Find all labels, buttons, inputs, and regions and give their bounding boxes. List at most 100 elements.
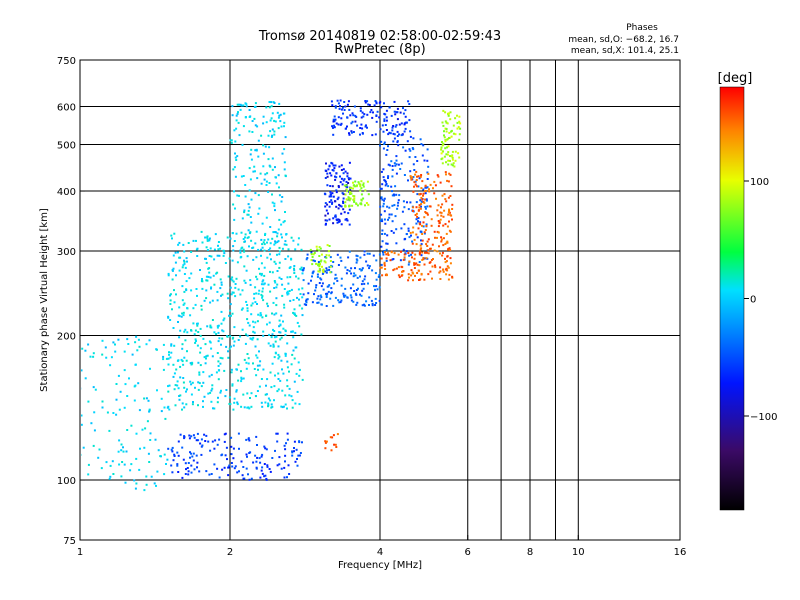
echo-point bbox=[234, 465, 237, 468]
echo-point bbox=[269, 270, 271, 273]
echo-point bbox=[235, 232, 238, 235]
echo-point bbox=[118, 439, 121, 442]
echo-point bbox=[402, 112, 405, 115]
echo-point bbox=[335, 218, 338, 221]
echo-point bbox=[294, 346, 297, 349]
echo-point bbox=[139, 447, 141, 450]
echo-point bbox=[150, 475, 153, 478]
echo-point bbox=[241, 217, 244, 220]
echo-point bbox=[420, 174, 423, 176]
echo-point bbox=[298, 304, 301, 307]
echo-point bbox=[398, 276, 401, 279]
echo-point bbox=[346, 103, 349, 106]
echo-point bbox=[239, 103, 242, 106]
echo-point bbox=[450, 130, 453, 133]
echo-point bbox=[346, 186, 349, 189]
echo-point bbox=[361, 132, 364, 134]
echo-point bbox=[265, 216, 268, 219]
echo-point bbox=[255, 148, 258, 151]
echo-point bbox=[442, 270, 445, 273]
echo-point bbox=[276, 440, 279, 443]
echo-point bbox=[253, 165, 256, 168]
echo-point bbox=[185, 280, 188, 283]
echo-point bbox=[334, 106, 337, 109]
echo-point bbox=[390, 160, 393, 163]
echo-point bbox=[360, 123, 363, 126]
echo-point bbox=[208, 340, 211, 343]
echo-point bbox=[208, 239, 211, 242]
echo-point bbox=[319, 277, 322, 280]
echo-point bbox=[177, 243, 180, 246]
echo-point bbox=[286, 290, 289, 293]
echo-point bbox=[392, 140, 395, 143]
echo-point bbox=[398, 133, 400, 136]
echo-point bbox=[257, 212, 260, 215]
echo-point bbox=[387, 145, 389, 148]
echo-point bbox=[355, 254, 358, 257]
echo-point bbox=[135, 482, 138, 485]
echo-point bbox=[434, 236, 436, 239]
echo-point bbox=[244, 240, 246, 243]
echo-point bbox=[269, 344, 272, 347]
echo-point bbox=[444, 243, 447, 245]
echo-point bbox=[385, 257, 388, 260]
echo-point bbox=[356, 184, 358, 187]
echo-point bbox=[286, 366, 289, 369]
echo-point bbox=[442, 124, 445, 127]
echo-point bbox=[202, 381, 205, 384]
echo-point bbox=[359, 189, 362, 192]
echo-point bbox=[207, 392, 210, 395]
echo-point bbox=[250, 337, 253, 340]
echo-point bbox=[394, 215, 397, 218]
echo-point bbox=[449, 155, 451, 157]
echo-point bbox=[456, 127, 459, 130]
echo-point bbox=[366, 180, 369, 183]
echo-point bbox=[210, 287, 212, 290]
echo-point bbox=[446, 269, 449, 272]
echo-point bbox=[233, 340, 236, 343]
echo-point bbox=[289, 276, 292, 279]
echo-point bbox=[354, 267, 356, 270]
echo-point bbox=[295, 448, 298, 451]
echo-point bbox=[371, 134, 374, 137]
echo-point bbox=[270, 136, 273, 138]
echo-point bbox=[290, 330, 293, 333]
echo-point bbox=[416, 175, 418, 178]
echo-point bbox=[423, 216, 426, 219]
echo-point bbox=[93, 429, 96, 432]
echo-point bbox=[297, 243, 300, 246]
echo-point bbox=[341, 106, 344, 109]
echo-point bbox=[154, 438, 157, 441]
echo-point bbox=[198, 382, 201, 385]
echo-point bbox=[406, 140, 409, 143]
echo-point bbox=[334, 215, 337, 218]
echo-point bbox=[384, 124, 387, 126]
echo-point bbox=[301, 287, 304, 290]
echo-point bbox=[322, 271, 325, 273]
echo-point bbox=[276, 270, 279, 272]
echo-point bbox=[222, 319, 225, 322]
echo-point bbox=[449, 214, 452, 217]
echo-point bbox=[145, 343, 148, 346]
echo-point bbox=[397, 199, 400, 202]
echo-point bbox=[210, 347, 213, 350]
echo-point bbox=[134, 341, 137, 344]
echo-point bbox=[208, 271, 211, 274]
echo-point bbox=[253, 331, 256, 334]
echo-point bbox=[339, 256, 342, 259]
echo-point bbox=[238, 447, 240, 450]
echo-point bbox=[177, 454, 180, 457]
echo-point bbox=[214, 439, 217, 442]
echo-point bbox=[263, 266, 266, 269]
echo-point bbox=[336, 253, 339, 256]
echo-point bbox=[419, 138, 422, 141]
echo-point bbox=[264, 474, 267, 477]
echo-point bbox=[340, 169, 343, 171]
echo-point bbox=[293, 357, 296, 360]
echo-point bbox=[345, 272, 348, 275]
echo-point bbox=[331, 185, 334, 188]
echo-point bbox=[265, 184, 268, 186]
echo-point bbox=[237, 363, 240, 366]
echo-point bbox=[349, 287, 352, 290]
echo-point bbox=[387, 175, 390, 178]
